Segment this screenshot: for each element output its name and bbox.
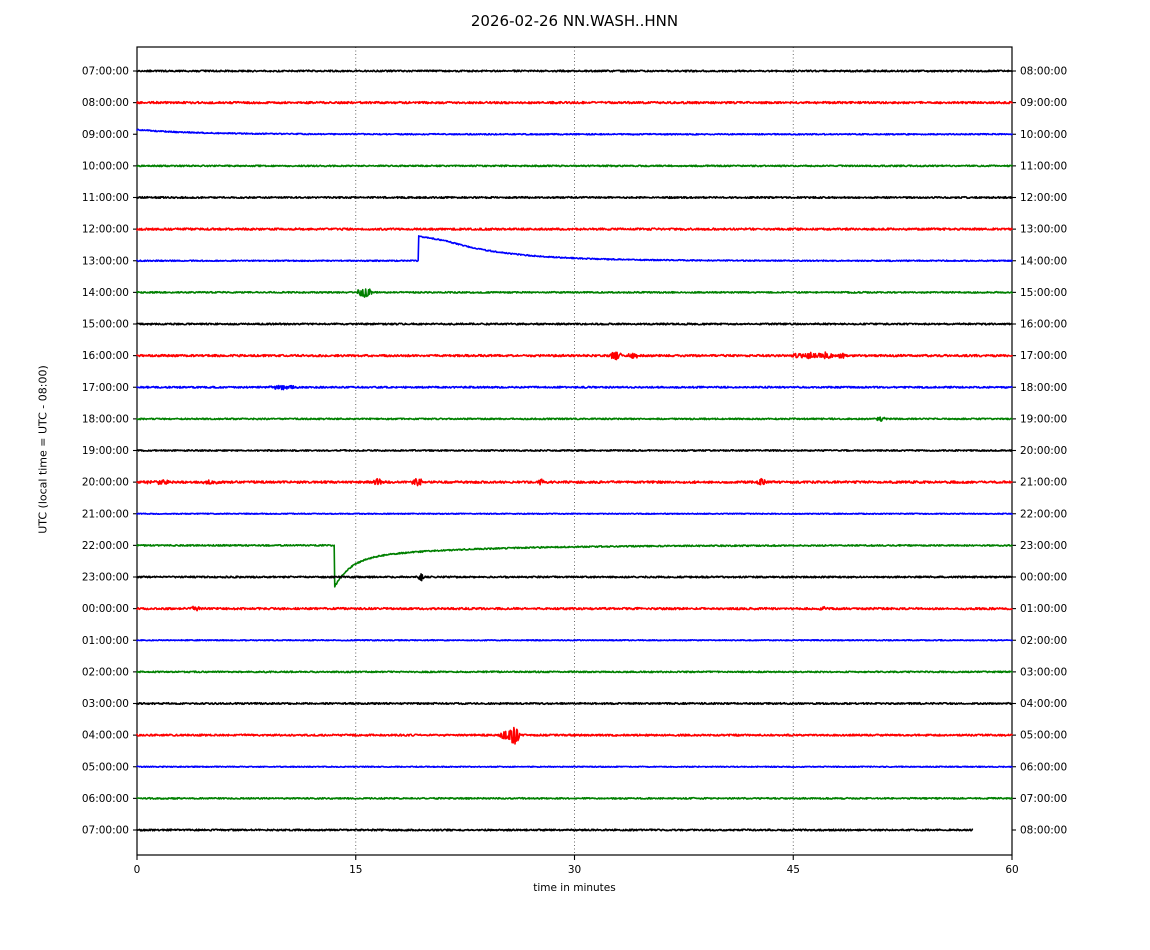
- trace-row: [136, 543, 1013, 588]
- y-tick-label-utc: 02:00:00: [82, 666, 129, 678]
- y-tick-label-utc: 20:00:00: [82, 477, 129, 489]
- x-tick-label: 45: [787, 864, 800, 876]
- y-tick-label-utc: 08:00:00: [82, 97, 129, 109]
- y-tick-label-local: 15:00:00: [1020, 287, 1067, 299]
- trace-row: [136, 227, 1013, 231]
- y-tick-label-utc: 07:00:00: [82, 66, 129, 78]
- y-tick-label-local: 10:00:00: [1020, 129, 1067, 141]
- trace-row: [136, 69, 1013, 73]
- y-tick-label-local: 03:00:00: [1020, 666, 1067, 678]
- y-tick-label-utc: 04:00:00: [82, 730, 129, 742]
- y-tick-label-local: 08:00:00: [1020, 825, 1067, 837]
- y-tick-label-utc: 15:00:00: [82, 319, 129, 331]
- trace-row: [136, 351, 1013, 361]
- y-tick-label-utc: 07:00:00: [82, 825, 129, 837]
- y-tick-label-utc: 13:00:00: [82, 255, 129, 267]
- y-tick-label-utc: 10:00:00: [82, 160, 129, 172]
- x-axis-label: time in minutes: [533, 882, 616, 894]
- trace-row: [136, 234, 1013, 263]
- y-tick-label-utc: 09:00:00: [82, 129, 129, 141]
- y-tick-label-local: 14:00:00: [1020, 255, 1067, 267]
- trace-row: [136, 416, 1013, 422]
- trace-row: [136, 384, 1013, 391]
- x-tick-label: 60: [1005, 864, 1018, 876]
- trace-row: [136, 449, 1013, 452]
- trace-row: [136, 100, 1013, 105]
- y-tick-label-utc: 19:00:00: [82, 445, 129, 457]
- y-tick-label-utc: 00:00:00: [82, 603, 129, 615]
- y-tick-label-local: 08:00:00: [1020, 66, 1067, 78]
- trace-row: [136, 828, 974, 832]
- y-tick-label-local: 04:00:00: [1020, 698, 1067, 710]
- trace-row: [136, 477, 1013, 487]
- y-tick-label-utc: 01:00:00: [82, 635, 129, 647]
- y-tick-label-utc: 23:00:00: [82, 572, 129, 584]
- trace-row: [136, 670, 1013, 674]
- trace-row: [136, 512, 1013, 516]
- y-tick-label-local: 05:00:00: [1020, 730, 1067, 742]
- x-tick-label: 0: [134, 864, 141, 876]
- y-tick-label-utc: 12:00:00: [82, 224, 129, 236]
- y-tick-label-utc: 21:00:00: [82, 508, 129, 520]
- y-tick-label-local: 07:00:00: [1020, 793, 1067, 805]
- y-tick-label-utc: 05:00:00: [82, 761, 129, 773]
- y-tick-label-local: 01:00:00: [1020, 603, 1067, 615]
- y-tick-label-local: 06:00:00: [1020, 761, 1067, 773]
- y-tick-label-utc: 11:00:00: [82, 192, 129, 204]
- y-tick-label-local: 22:00:00: [1020, 508, 1067, 520]
- x-tick-label: 15: [349, 864, 362, 876]
- x-tick-label: 30: [568, 864, 581, 876]
- trace-row: [136, 164, 1013, 168]
- y-tick-label-utc: 06:00:00: [82, 793, 129, 805]
- trace-row: [136, 605, 1013, 612]
- trace-row: [136, 701, 1013, 706]
- trace-row: [136, 765, 1013, 769]
- y-tick-label-local: 09:00:00: [1020, 97, 1067, 109]
- y-tick-label-local: 02:00:00: [1020, 635, 1067, 647]
- trace-row: [136, 796, 1013, 800]
- trace-row: [136, 726, 1013, 745]
- plot-title: 2026-02-26 NN.WASH..HNN: [470, 12, 679, 30]
- y-tick-label-utc: 16:00:00: [82, 350, 129, 362]
- y-tick-label-local: 12:00:00: [1020, 192, 1067, 204]
- trace-row: [136, 195, 1013, 200]
- trace-row: [136, 128, 1013, 136]
- y-tick-label-local: 16:00:00: [1020, 319, 1067, 331]
- trace-row: [136, 322, 1013, 326]
- trace-row: [136, 573, 1013, 582]
- y-tick-label-utc: 22:00:00: [82, 540, 129, 552]
- y-tick-label-local: 20:00:00: [1020, 445, 1067, 457]
- y-tick-label-local: 18:00:00: [1020, 382, 1067, 394]
- y-tick-label-local: 23:00:00: [1020, 540, 1067, 552]
- y-tick-label-utc: 14:00:00: [82, 287, 129, 299]
- y-tick-label-local: 13:00:00: [1020, 224, 1067, 236]
- y-tick-label-utc: 17:00:00: [82, 382, 129, 394]
- y-tick-label-utc: 03:00:00: [82, 698, 129, 710]
- y-tick-label-local: 17:00:00: [1020, 350, 1067, 362]
- trace-row: [136, 288, 1013, 298]
- y-tick-label-utc: 18:00:00: [82, 413, 129, 425]
- y-tick-label-local: 21:00:00: [1020, 477, 1067, 489]
- y-tick-label-local: 11:00:00: [1020, 160, 1067, 172]
- trace-row: [136, 638, 1013, 642]
- y-tick-label-local: 19:00:00: [1020, 413, 1067, 425]
- y-tick-label-local: 00:00:00: [1020, 572, 1067, 584]
